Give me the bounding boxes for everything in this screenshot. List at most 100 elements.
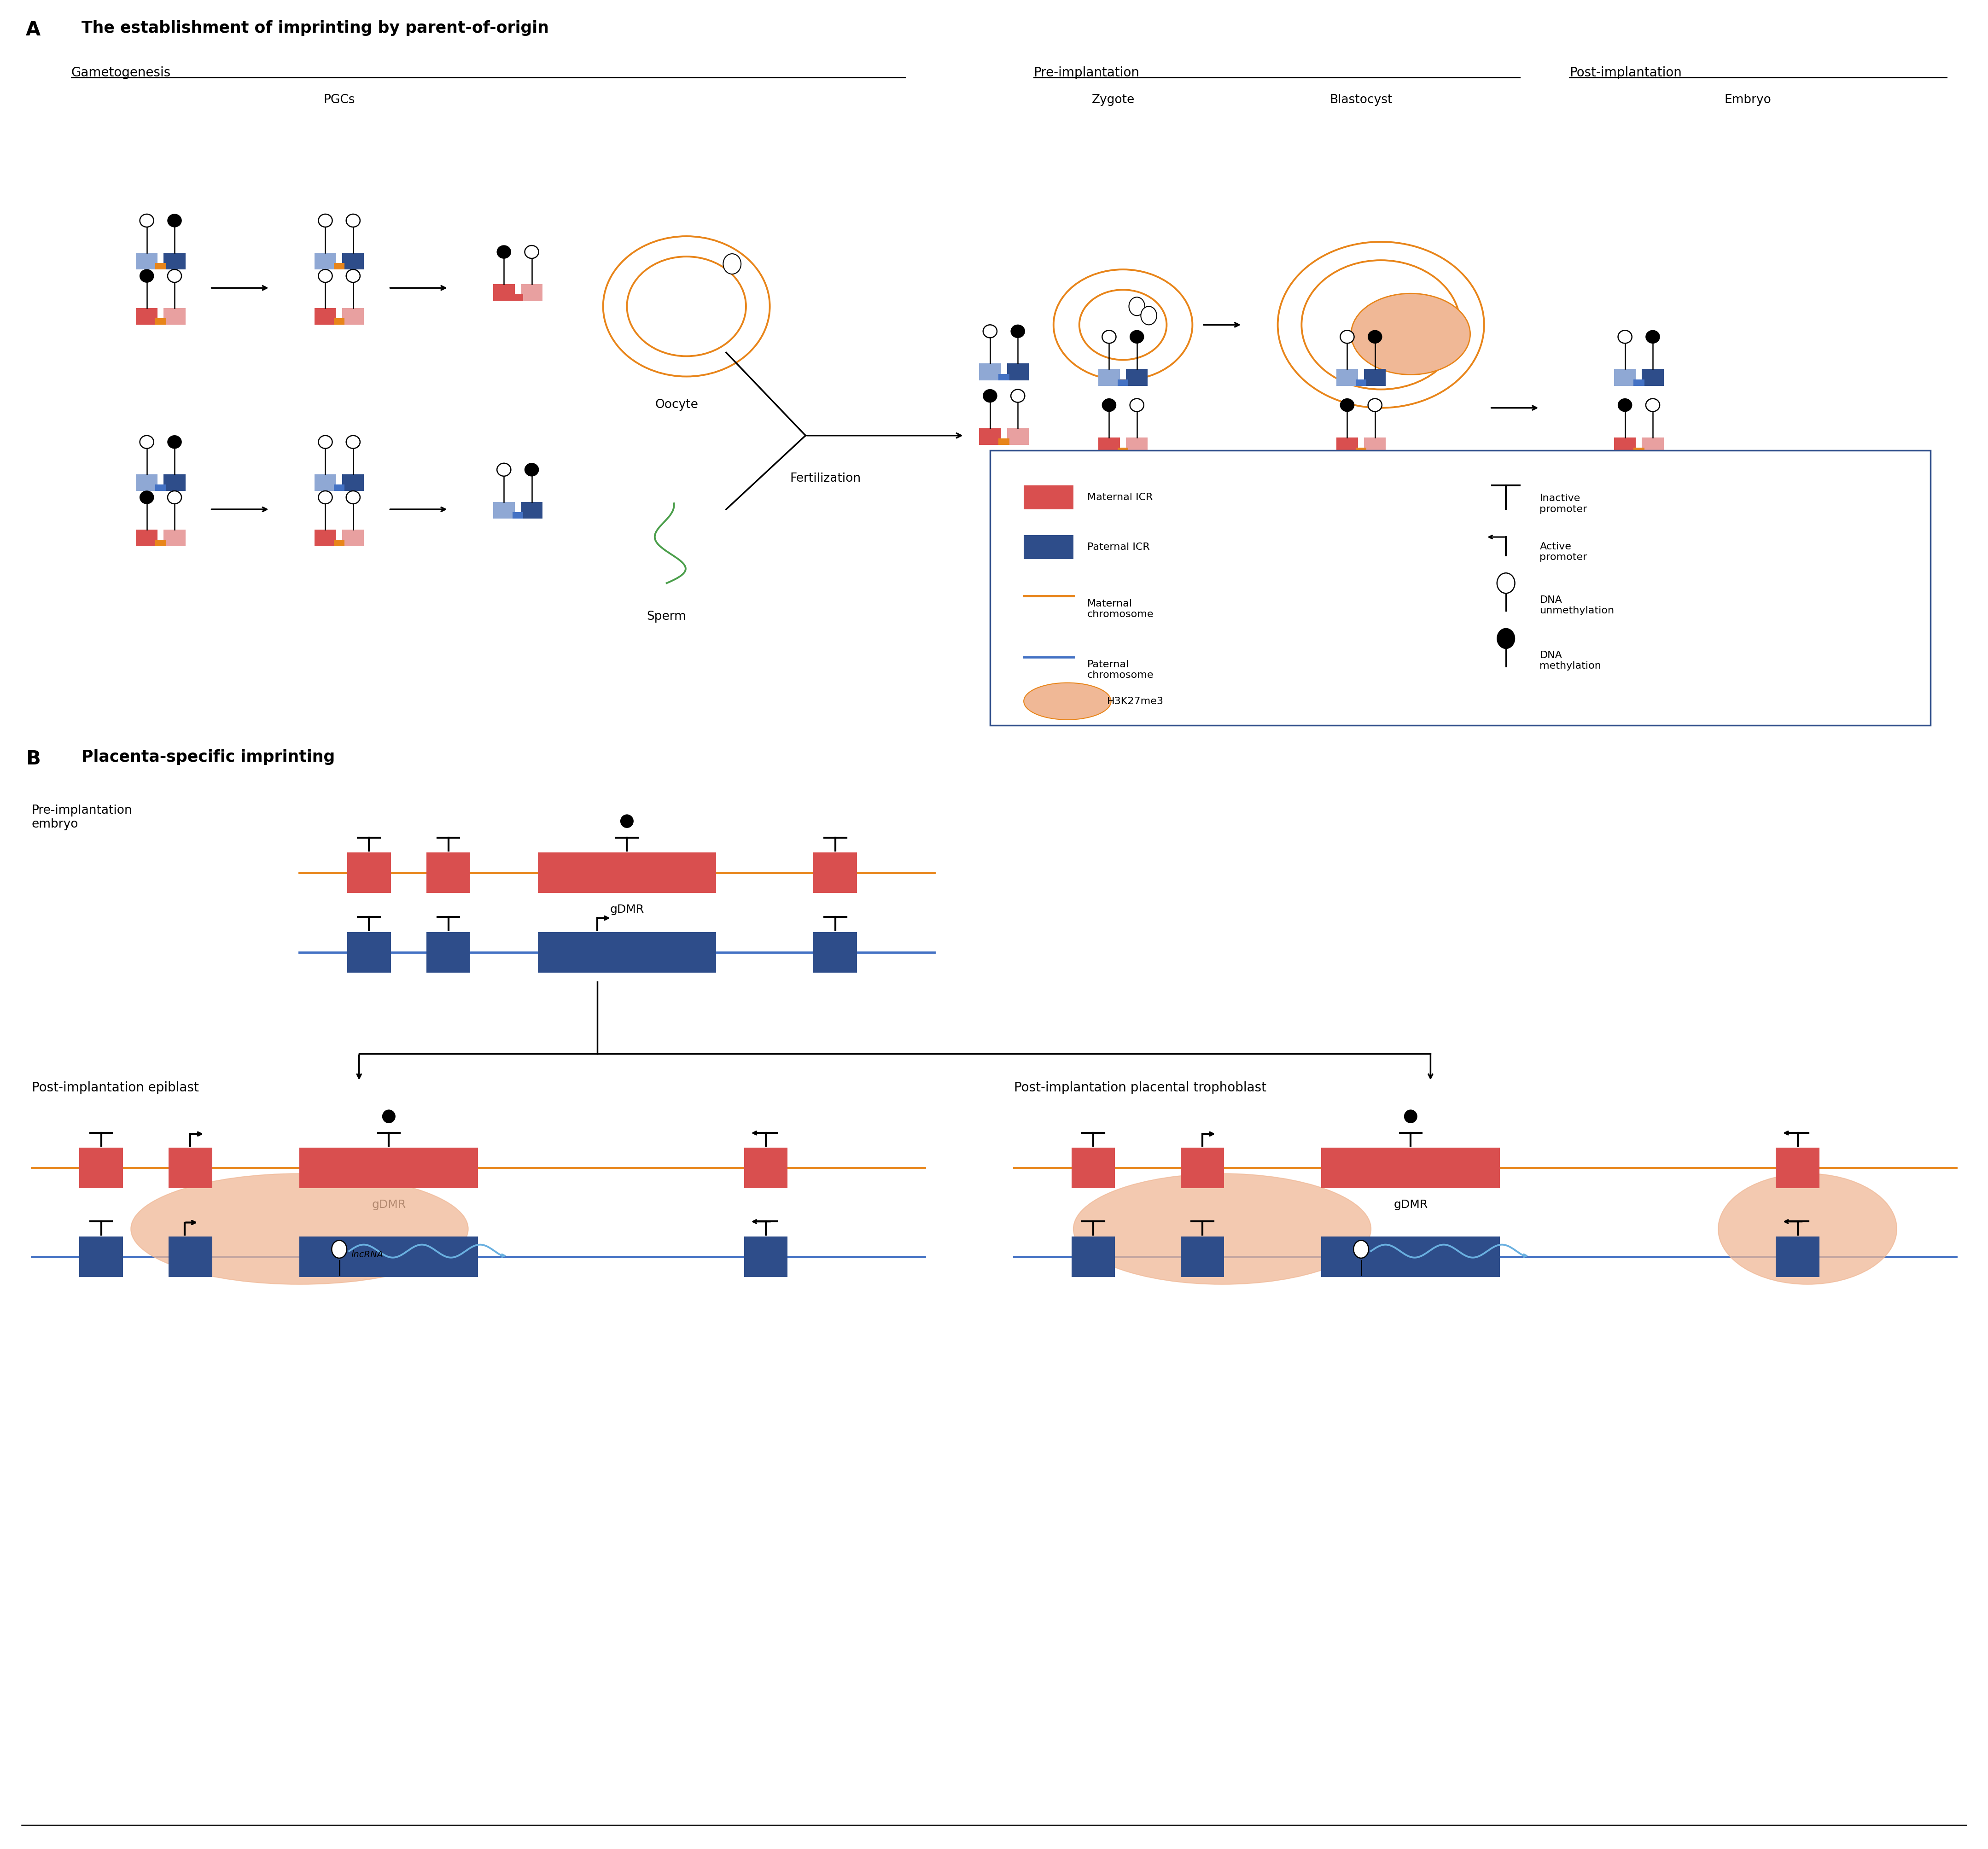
Ellipse shape bbox=[1368, 331, 1382, 344]
Ellipse shape bbox=[1404, 1109, 1417, 1122]
Text: Post-implantation epiblast: Post-implantation epiblast bbox=[32, 1082, 199, 1095]
Ellipse shape bbox=[1340, 399, 1354, 412]
Ellipse shape bbox=[1129, 399, 1143, 412]
Text: Embryo: Embryo bbox=[1724, 94, 1771, 105]
Text: Blastocyst: Blastocyst bbox=[1330, 94, 1392, 105]
Ellipse shape bbox=[1024, 682, 1111, 719]
Bar bbox=[163, 309, 185, 325]
Bar bbox=[1336, 370, 1358, 386]
Text: Active
promoter: Active promoter bbox=[1539, 542, 1586, 562]
FancyBboxPatch shape bbox=[990, 451, 1930, 725]
Ellipse shape bbox=[1368, 399, 1382, 412]
Ellipse shape bbox=[1340, 331, 1354, 344]
Ellipse shape bbox=[1718, 1174, 1897, 1285]
Ellipse shape bbox=[318, 490, 332, 503]
Ellipse shape bbox=[139, 214, 153, 227]
Bar bbox=[1336, 438, 1358, 455]
Ellipse shape bbox=[1074, 1174, 1372, 1285]
Text: Inactive
promoter: Inactive promoter bbox=[1539, 494, 1586, 514]
Text: gDMR: gDMR bbox=[372, 1200, 406, 1211]
Ellipse shape bbox=[1101, 399, 1115, 412]
Text: Post-implantation placental trophoblast: Post-implantation placental trophoblast bbox=[1014, 1082, 1266, 1095]
Ellipse shape bbox=[984, 325, 996, 338]
Bar bbox=[314, 253, 336, 270]
Bar bbox=[80, 1148, 123, 1189]
Bar bbox=[1024, 534, 1074, 558]
Bar bbox=[1097, 438, 1119, 455]
Ellipse shape bbox=[1302, 261, 1461, 390]
Ellipse shape bbox=[346, 214, 360, 227]
Text: The establishment of imprinting by parent-of-origin: The establishment of imprinting by paren… bbox=[82, 20, 549, 35]
Ellipse shape bbox=[1129, 298, 1145, 316]
Bar bbox=[169, 1148, 213, 1189]
Ellipse shape bbox=[1054, 270, 1193, 381]
Bar bbox=[1006, 429, 1028, 446]
Ellipse shape bbox=[139, 436, 153, 449]
Bar bbox=[348, 932, 392, 973]
Ellipse shape bbox=[139, 490, 153, 503]
Ellipse shape bbox=[346, 270, 360, 283]
Ellipse shape bbox=[984, 390, 996, 403]
Bar bbox=[813, 932, 857, 973]
Bar bbox=[342, 309, 364, 325]
Text: DNA
unmethylation: DNA unmethylation bbox=[1539, 595, 1614, 616]
Ellipse shape bbox=[626, 257, 746, 357]
Text: Oocyte: Oocyte bbox=[654, 399, 698, 410]
Bar bbox=[155, 540, 167, 545]
Bar bbox=[513, 512, 523, 518]
Bar bbox=[135, 253, 157, 270]
Ellipse shape bbox=[1129, 331, 1143, 344]
Bar bbox=[155, 318, 167, 325]
Bar bbox=[427, 852, 471, 893]
Ellipse shape bbox=[318, 270, 332, 283]
Text: PGCs: PGCs bbox=[324, 94, 356, 105]
Bar bbox=[300, 1148, 479, 1189]
Bar bbox=[1006, 364, 1028, 381]
Bar bbox=[1117, 379, 1129, 386]
Bar bbox=[813, 852, 857, 893]
Bar bbox=[537, 852, 716, 893]
Bar bbox=[1775, 1237, 1819, 1278]
Text: Pre-implantation: Pre-implantation bbox=[1034, 67, 1139, 80]
Ellipse shape bbox=[167, 214, 181, 227]
Text: Paternal ICR: Paternal ICR bbox=[1087, 542, 1149, 551]
Ellipse shape bbox=[1646, 331, 1660, 344]
Text: A: A bbox=[26, 20, 40, 39]
Ellipse shape bbox=[497, 246, 511, 259]
Ellipse shape bbox=[131, 1174, 469, 1285]
Bar bbox=[1364, 438, 1386, 455]
Bar bbox=[980, 429, 1000, 446]
Ellipse shape bbox=[497, 464, 511, 477]
Bar bbox=[342, 475, 364, 490]
Bar bbox=[537, 932, 716, 973]
Bar bbox=[1614, 370, 1636, 386]
Bar bbox=[1356, 447, 1366, 455]
Ellipse shape bbox=[1618, 399, 1632, 412]
Ellipse shape bbox=[346, 436, 360, 449]
Ellipse shape bbox=[318, 214, 332, 227]
Text: Pre-implantation
embryo: Pre-implantation embryo bbox=[32, 804, 133, 830]
Ellipse shape bbox=[382, 1109, 396, 1122]
Ellipse shape bbox=[332, 1241, 346, 1257]
Bar bbox=[980, 364, 1000, 381]
Bar bbox=[1634, 379, 1644, 386]
Bar bbox=[427, 932, 471, 973]
Bar bbox=[1072, 1148, 1115, 1189]
Text: gDMR: gDMR bbox=[610, 904, 644, 915]
Bar bbox=[513, 294, 523, 301]
Ellipse shape bbox=[1497, 629, 1515, 649]
Bar bbox=[521, 285, 543, 301]
Bar bbox=[1024, 484, 1074, 508]
Bar bbox=[1117, 447, 1129, 455]
Bar bbox=[342, 529, 364, 545]
Text: Maternal
chromosome: Maternal chromosome bbox=[1087, 599, 1153, 619]
Text: B: B bbox=[26, 749, 40, 769]
Bar bbox=[1364, 370, 1386, 386]
Ellipse shape bbox=[167, 490, 181, 503]
Bar bbox=[1642, 438, 1664, 455]
Bar bbox=[135, 475, 157, 490]
Text: gDMR: gDMR bbox=[1394, 1200, 1427, 1211]
Bar bbox=[334, 318, 344, 325]
Bar bbox=[314, 475, 336, 490]
Ellipse shape bbox=[1352, 294, 1471, 375]
